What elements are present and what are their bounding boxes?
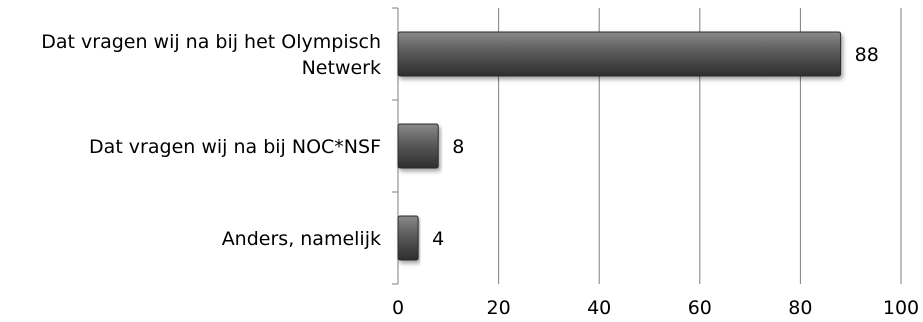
data-label: 8: [452, 136, 464, 158]
x-tick-label: 60: [688, 297, 712, 319]
x-tick-label: 0: [392, 297, 404, 319]
bars: [397, 31, 842, 261]
x-tick-label: 40: [587, 297, 611, 319]
category-labels: Dat vragen wij na bij het Olympisch Netwe…: [41, 31, 381, 250]
x-tick-label: 100: [883, 297, 919, 319]
x-tick-labels: 0 20 40 60 80 100: [392, 297, 919, 319]
category-label: Anders, namelijk: [222, 228, 381, 250]
bar: [397, 31, 842, 77]
bar: [397, 123, 439, 169]
category-label: Dat vragen wij na bij het Olympisch: [41, 31, 381, 53]
data-label: 4: [432, 228, 444, 250]
axes: [392, 7, 399, 285]
data-label: 88: [855, 44, 879, 66]
category-label: Dat vragen wij na bij NOC*NSF: [89, 136, 381, 158]
bar: [397, 215, 419, 261]
x-tick-label: 80: [788, 297, 812, 319]
category-label: Netwerk: [302, 57, 381, 79]
x-tick-label: 20: [487, 297, 511, 319]
